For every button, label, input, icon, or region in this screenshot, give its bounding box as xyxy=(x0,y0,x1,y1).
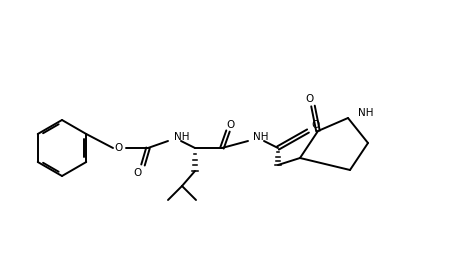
Text: O: O xyxy=(305,94,313,104)
Text: NH: NH xyxy=(253,132,268,142)
Text: NH: NH xyxy=(357,108,373,118)
Text: O: O xyxy=(115,143,123,153)
Text: O: O xyxy=(311,120,319,130)
Text: O: O xyxy=(226,120,235,130)
Text: O: O xyxy=(133,168,142,178)
Text: NH: NH xyxy=(174,132,189,142)
